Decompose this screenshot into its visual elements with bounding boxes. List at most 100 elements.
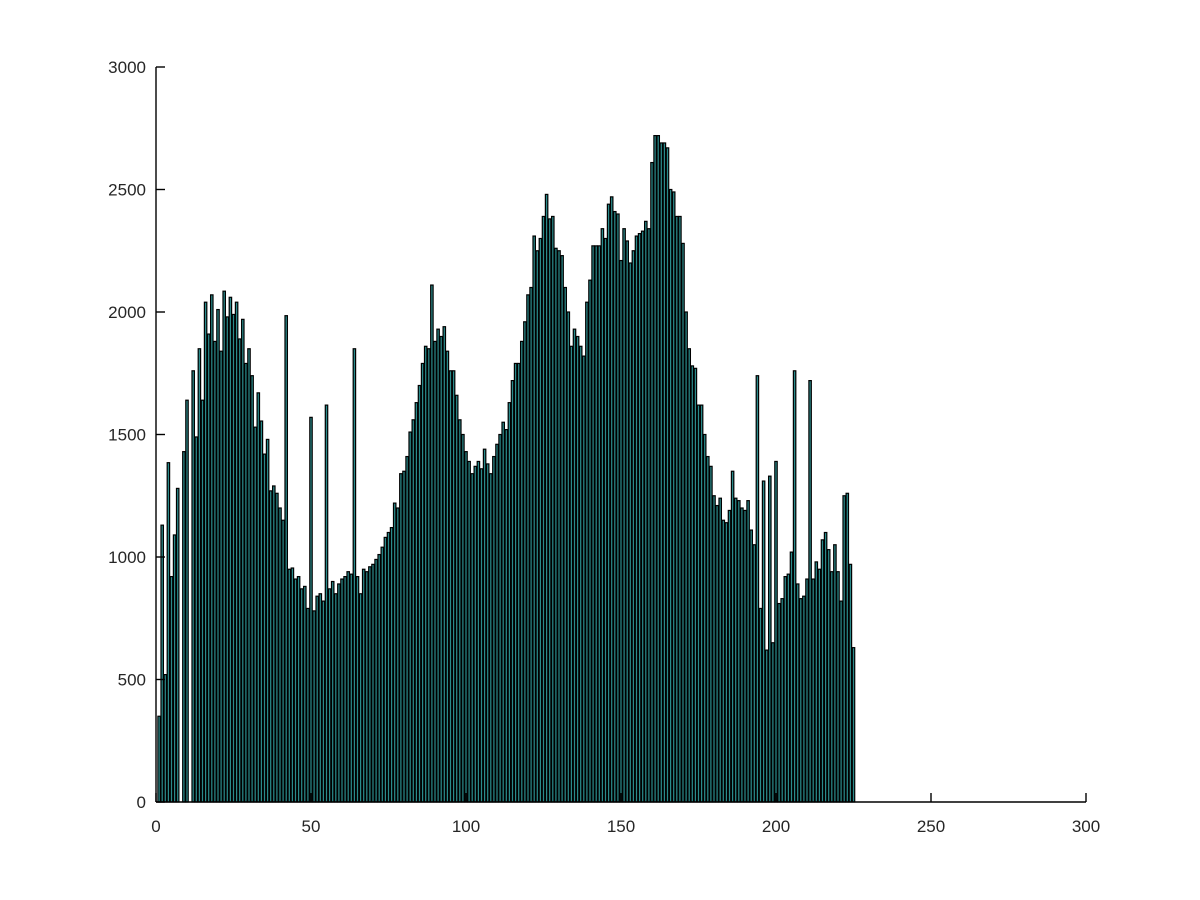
bar [402,470,406,803]
bar [259,420,264,803]
bar [829,571,834,803]
bar [479,468,484,803]
bar [219,350,223,803]
bar [681,242,685,803]
bar [222,290,227,803]
bar [566,311,571,803]
bar [560,255,564,803]
bar [377,553,382,803]
bar [678,215,682,803]
bar [247,348,251,803]
bar [749,529,754,803]
bar [575,335,580,803]
bar [563,286,568,803]
bar [197,348,202,803]
bar [808,380,812,803]
bar [510,380,515,803]
bar [380,546,385,803]
bar [290,567,295,803]
bar [237,338,242,803]
bar [315,595,320,803]
bar [498,433,502,803]
bar [752,544,757,803]
y-tick-label: 0 [137,793,146,812]
bar [544,193,549,803]
bar [631,250,636,803]
bar [492,455,496,803]
bar [433,340,437,803]
bar [293,578,298,803]
bar [253,426,258,803]
bar [228,296,233,803]
bar [600,228,605,803]
bar [448,370,453,803]
bar [281,519,285,803]
bar [771,642,775,803]
bar [839,600,843,803]
bar [845,492,850,803]
bar [368,566,372,803]
x-tick-label: 200 [762,817,790,836]
bar [182,451,186,803]
bar [836,571,840,803]
bar [501,421,506,803]
bar [705,455,710,803]
bar [535,250,540,803]
bar [426,348,431,803]
y-tick-label: 2000 [108,303,146,322]
bar [674,215,679,803]
bar [625,240,630,803]
bar [312,610,316,803]
bar [616,213,620,803]
bar [284,315,289,803]
bar [811,578,816,803]
bar [473,465,478,803]
bar [361,568,366,803]
x-tick-label: 300 [1072,817,1100,836]
bar [656,135,661,803]
bar [550,215,555,803]
bar [321,600,326,803]
bar [160,524,165,803]
y-tick-label: 1000 [108,548,146,567]
bar [461,433,465,803]
bar [240,318,245,803]
bar [485,463,490,803]
bar [476,460,481,803]
bar [299,588,304,803]
bar [430,284,434,803]
bar [709,465,713,803]
bar [761,480,766,803]
bar [470,473,475,803]
bar [271,485,276,803]
bar [256,392,261,803]
bar [557,250,561,803]
bar [653,135,657,803]
bar [609,196,614,803]
bar [523,321,527,803]
bar [445,350,450,803]
bar [690,365,695,803]
bar [814,561,819,803]
bar [783,575,788,803]
bar [278,507,282,803]
bar [786,573,791,803]
x-tick-label: 100 [452,817,480,836]
x-tick-label: 150 [607,817,635,836]
bar [337,583,341,803]
bar [364,571,369,803]
bar [789,551,794,803]
bar [817,568,822,803]
bar [591,245,595,803]
bar [507,402,512,803]
bar [671,191,676,803]
bar [374,558,378,803]
bar [848,563,853,803]
bar [464,451,468,803]
bar [262,453,267,803]
bar [699,404,704,803]
bar [693,367,698,803]
bar [355,575,360,803]
bar [740,507,744,803]
bar [774,460,778,803]
